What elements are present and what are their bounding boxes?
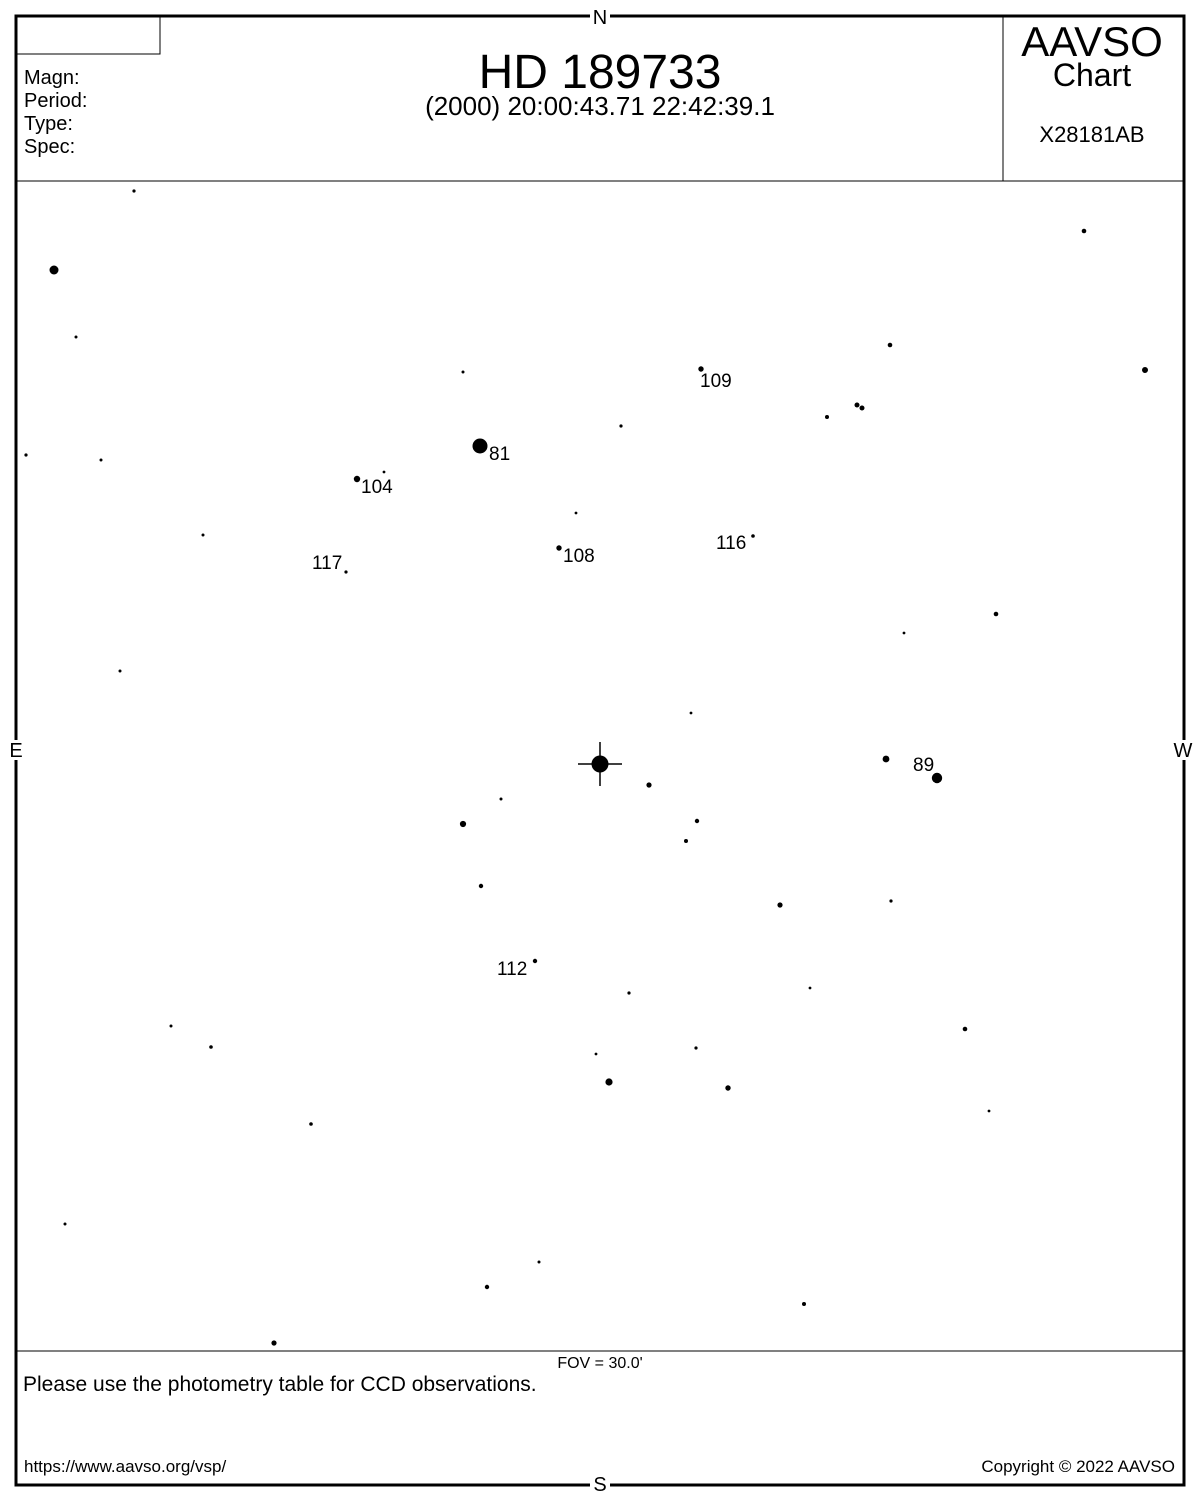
star-name: HD 189733 [479,46,722,99]
field-star [859,405,865,411]
field-star [808,986,812,990]
target-star [591,755,609,773]
field-star [382,470,386,474]
vsp-url[interactable]: https://www.aavso.org/vsp/ [24,1457,226,1476]
field-star [574,511,578,515]
chart-id: X28181AB [1039,122,1144,147]
comp-label-112: 112 [497,959,527,980]
field-star [931,772,943,784]
comp-label-89: 89 [913,755,934,776]
brand-chart: Chart [1053,57,1131,93]
field-star [605,1078,613,1086]
field-star [646,782,652,788]
field-star [694,1046,698,1050]
field-star [725,1085,731,1091]
south-label: S [593,1474,606,1496]
field-star [882,755,890,763]
field-star [777,902,783,908]
field-star [271,1340,277,1346]
brand-aavso: AAVSO [1021,18,1163,65]
magnitude-label: Magn: [24,67,80,89]
field-star [1081,228,1087,234]
comp-label-117: 117 [312,553,342,574]
field-star [825,415,829,419]
field-star [556,545,562,551]
ccd-note: Please use the photometry table for CCD … [23,1373,537,1396]
comp-label-116: 116 [716,533,746,554]
field-star [1142,367,1148,373]
west-knockout [1172,740,1194,760]
field-star [24,453,28,457]
field-star [132,189,136,193]
field-star [484,1284,490,1290]
field-star [309,1122,313,1126]
period-label: Period: [24,90,87,112]
field-star [689,711,693,715]
field-star [353,475,361,483]
copyright: Copyright © 2022 AAVSO [981,1457,1175,1476]
field-star [751,534,755,538]
north-knockout [590,8,610,26]
west-label: W [1174,740,1193,762]
field-star [74,335,78,339]
field-star [461,370,465,374]
spectrum-label: Spec: [24,136,75,158]
star-field [24,189,1148,1346]
north-label: N [593,7,607,29]
east-label: E [9,740,22,762]
south-knockout [590,1474,610,1494]
field-star [63,1222,67,1226]
field-star [478,883,484,889]
comp-label-81: 81 [489,444,510,465]
comp-label-108: 108 [563,546,595,567]
field-star [594,1052,598,1056]
field-star [987,1109,991,1113]
field-star [887,342,893,348]
field-star [118,669,122,673]
fov-label: FOV = 30.0' [557,1355,642,1372]
info-box [15,15,161,55]
field-star [201,533,205,537]
field-star [962,1026,968,1032]
field-star [537,1260,541,1264]
field-star [209,1045,213,1049]
field-star [459,820,467,828]
field-star [694,818,700,824]
field-star [889,899,893,903]
field-star [619,424,623,428]
field-star [499,797,503,801]
field-star [902,631,906,635]
comp-label-104: 104 [361,477,393,498]
field-star [344,570,348,574]
field-star [472,438,488,454]
field-star [627,991,631,995]
field-star [684,839,688,843]
field-star [49,265,59,275]
field-star [993,611,999,617]
star-coordinates: (2000) 20:00:43.71 22:42:39.1 [425,91,775,121]
field-star [802,1302,806,1306]
field-star [698,366,704,372]
field-star [99,458,103,462]
target-reticle [578,742,622,786]
type-label: Type: [24,113,73,135]
field-star [854,402,860,408]
east-knockout [6,740,26,760]
comp-label-109: 109 [700,371,732,392]
field-star [532,958,538,964]
field-star [169,1024,173,1028]
